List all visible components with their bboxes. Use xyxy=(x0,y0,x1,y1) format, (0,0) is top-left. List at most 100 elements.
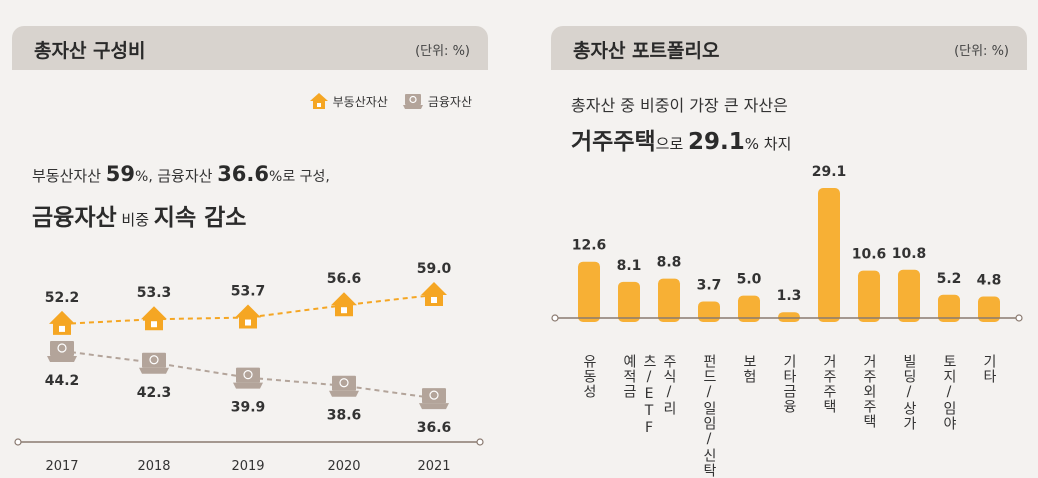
laptop-marker xyxy=(419,388,449,410)
laptop-base xyxy=(419,403,449,410)
bar xyxy=(858,270,880,322)
laptop-icon xyxy=(236,367,260,383)
bar xyxy=(778,312,800,322)
category-label: 주식/리츠/ETF xyxy=(641,354,677,437)
unit-label: (단위: %) xyxy=(415,44,470,59)
data-label: 53.3 xyxy=(137,285,172,301)
house-icon xyxy=(235,304,261,329)
headline-text: % xyxy=(744,135,760,153)
data-label: 12.6 xyxy=(572,238,607,254)
headline-text: %로 구성, xyxy=(269,169,330,185)
category-label: 기타 xyxy=(981,354,997,384)
line-chart: 2017 2018 2019 2020 2021 52.2 53.3 53.7 56.6 59.0… xyxy=(14,261,484,474)
panel-title: 총자산 구성비 xyxy=(34,40,146,62)
category-label: 펀드/일임/신탁 xyxy=(701,354,717,478)
laptop-marker xyxy=(233,367,263,389)
laptop-icon xyxy=(422,388,446,404)
data-label: 42.3 xyxy=(137,385,172,401)
bar xyxy=(578,261,600,322)
laptop-symbol xyxy=(339,378,349,388)
data-label: 52.2 xyxy=(45,290,80,306)
bar xyxy=(618,281,640,322)
data-label: 1.3 xyxy=(777,288,802,304)
x-tick-label: 2018 xyxy=(137,459,170,474)
data-label: 53.7 xyxy=(231,284,266,300)
category-label: 유동성 xyxy=(581,354,597,399)
laptop-marker xyxy=(139,352,169,374)
headline-line1: 부동산자산 59%, 금융자산 36.6%로 구성, xyxy=(32,162,330,186)
headline-text: 차지 xyxy=(759,135,792,153)
house-icon xyxy=(421,282,447,306)
headline-text: 비중 xyxy=(116,211,154,229)
headline-value: 36.6 xyxy=(217,162,270,186)
x-tick-label: 2017 xyxy=(45,459,78,474)
headline-line1: 총자산 중 비중이 가장 큰 자산은 xyxy=(571,92,788,116)
data-label: 39.9 xyxy=(231,400,266,416)
legend-label: 금융자산 xyxy=(427,94,472,109)
bar xyxy=(698,301,720,322)
house-marker xyxy=(141,306,167,331)
laptop-icon xyxy=(332,375,356,391)
category-label: 예적금 xyxy=(621,354,637,399)
laptop-icon xyxy=(142,352,166,368)
data-label: 8.8 xyxy=(657,255,682,271)
data-label: 4.8 xyxy=(977,273,1002,289)
category-label: 토지/임야 xyxy=(941,354,957,431)
bar xyxy=(938,294,960,322)
house-marker xyxy=(235,304,261,329)
axis-end-dot xyxy=(476,438,484,446)
laptop-marker xyxy=(329,375,359,397)
panel-title: 총자산 포트폴리오 xyxy=(573,40,720,62)
legend-label: 부동산자산 xyxy=(332,94,388,109)
house-icon xyxy=(49,310,75,335)
unit-label: (단위: %) xyxy=(954,44,1009,59)
chart-legend: 부동산자산 금융자산 xyxy=(309,92,472,110)
house-icon xyxy=(309,93,328,109)
x-tick-label: 2020 xyxy=(327,459,360,474)
asset-composition-panel: 총자산 구성비 (단위: %) 부동산자산 금융자산 부동산자산 59%, 금융… xyxy=(12,26,488,478)
house-door xyxy=(151,321,157,328)
data-label: 44.2 xyxy=(45,373,80,389)
headline-line2: 금융자산 비중 지속 감소 xyxy=(32,198,246,232)
laptop-base xyxy=(47,356,77,362)
laptop-base xyxy=(233,382,263,389)
data-label: 38.6 xyxy=(327,408,362,424)
data-label: 59.0 xyxy=(417,261,452,277)
bar-chart: 12.6 8.1 8.8 3.7 5.0 1.3 29.1 10.6 10.8 5.2 4.8 xyxy=(551,164,1023,322)
axis-end-dot xyxy=(1015,314,1023,322)
house-icon xyxy=(331,292,357,317)
house-door xyxy=(245,319,251,326)
category-label: 거주주택 xyxy=(821,354,837,414)
asset-portfolio-panel: 총자산 포트폴리오 (단위: %) 총자산 중 비중이 가장 큰 자산은 거주주… xyxy=(551,26,1027,478)
bar xyxy=(658,278,680,322)
data-label: 10.8 xyxy=(892,246,927,262)
category-label: 거주외주택 xyxy=(861,354,877,429)
house-marker xyxy=(421,282,447,306)
laptop-symbol xyxy=(57,343,67,353)
house-marker xyxy=(49,310,75,335)
house-door xyxy=(431,297,437,303)
house-marker xyxy=(331,292,357,317)
headline-text: 부동산자산 xyxy=(32,167,106,185)
category-label: 보험 xyxy=(741,354,757,384)
laptop-symbol xyxy=(429,390,439,400)
data-label: 8.1 xyxy=(617,258,642,274)
headline-bold: 거주주택 xyxy=(571,129,656,155)
laptop-base xyxy=(329,390,359,397)
laptop-icon xyxy=(402,94,423,109)
headline-value: 29.1 xyxy=(688,129,745,155)
headline-text: 총자산 중 비중이 가장 큰 자산은 xyxy=(571,96,788,115)
headline-text: 으로 xyxy=(655,135,689,153)
headline-text: 금융자산 xyxy=(157,167,218,185)
laptop-icon xyxy=(50,341,74,356)
bar xyxy=(898,269,920,322)
data-label: 10.6 xyxy=(852,247,887,263)
data-label: 36.6 xyxy=(417,420,452,436)
panel-header: 총자산 구성비 (단위: %) xyxy=(12,26,488,70)
data-label: 3.7 xyxy=(697,277,722,293)
axis-end-dot xyxy=(14,438,22,446)
laptop-symbol xyxy=(243,370,253,380)
axis-end-dot xyxy=(551,314,559,322)
headline-line2: 거주주택으로 29.1% 차지 xyxy=(571,122,791,156)
bar xyxy=(818,188,840,322)
